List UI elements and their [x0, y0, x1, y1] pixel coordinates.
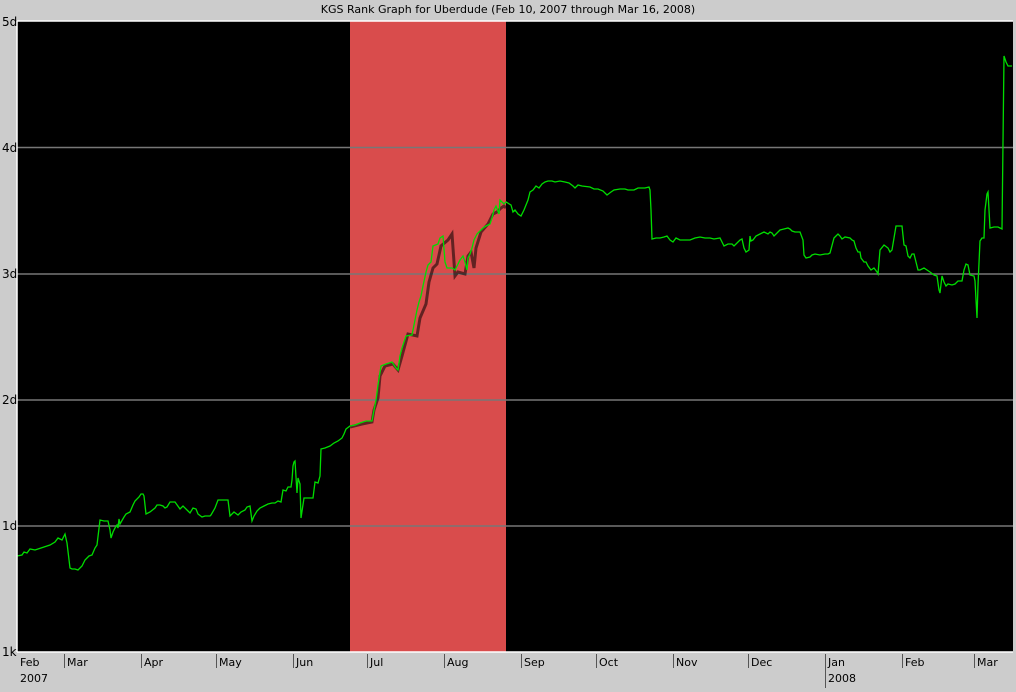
x-label-aug: Aug	[447, 656, 469, 669]
x-year-2008: 2008	[828, 672, 856, 685]
x-label-oct: Oct	[599, 656, 619, 669]
x-tick	[902, 654, 903, 668]
x-tick	[367, 654, 368, 668]
x-year-2007: 2007	[20, 672, 48, 685]
x-label-apr: Apr	[144, 656, 164, 669]
x-tick	[521, 654, 522, 668]
x-label-nov: Nov	[676, 656, 698, 669]
rank-line-shadow	[349, 204, 508, 429]
x-label-may: May	[219, 656, 242, 669]
x-tick	[596, 654, 597, 668]
x-tick	[293, 654, 294, 668]
x-tick-year	[825, 654, 826, 688]
x-tick	[64, 654, 65, 668]
y-label-5d: 5d	[2, 15, 18, 29]
x-tick	[216, 654, 217, 668]
x-label-jan-2008: Jan	[828, 656, 845, 669]
chart-title: KGS Rank Graph for Uberdude (Feb 10, 200…	[320, 3, 696, 16]
x-label-mar-2008: Mar	[977, 656, 998, 669]
plot-border	[16, 20, 1013, 653]
rank-line	[16, 55, 1012, 571]
x-label-jul: Jul	[370, 656, 384, 669]
x-tick	[141, 654, 142, 668]
x-label-feb: Feb	[905, 656, 925, 669]
x-label-feb-2007: Feb	[20, 656, 40, 669]
x-label-jun: Jun	[296, 656, 314, 669]
y-label-2d: 2d	[2, 393, 18, 407]
highlight-band	[350, 21, 506, 652]
x-tick	[444, 654, 445, 668]
y-label-3d: 3d	[2, 267, 18, 281]
x-label-mar: Mar	[67, 656, 88, 669]
x-tick	[673, 654, 674, 668]
y-label-1k: 1k	[2, 645, 17, 659]
gridlines	[17, 146, 1013, 527]
x-label-dec: Dec	[751, 656, 773, 669]
x-tick	[974, 654, 975, 668]
y-label-1d: 1d	[2, 519, 18, 533]
x-tick	[748, 654, 749, 668]
y-label-4d: 4d	[2, 141, 18, 155]
x-label-sep: Sep	[524, 656, 545, 669]
plot-background	[17, 21, 1013, 652]
